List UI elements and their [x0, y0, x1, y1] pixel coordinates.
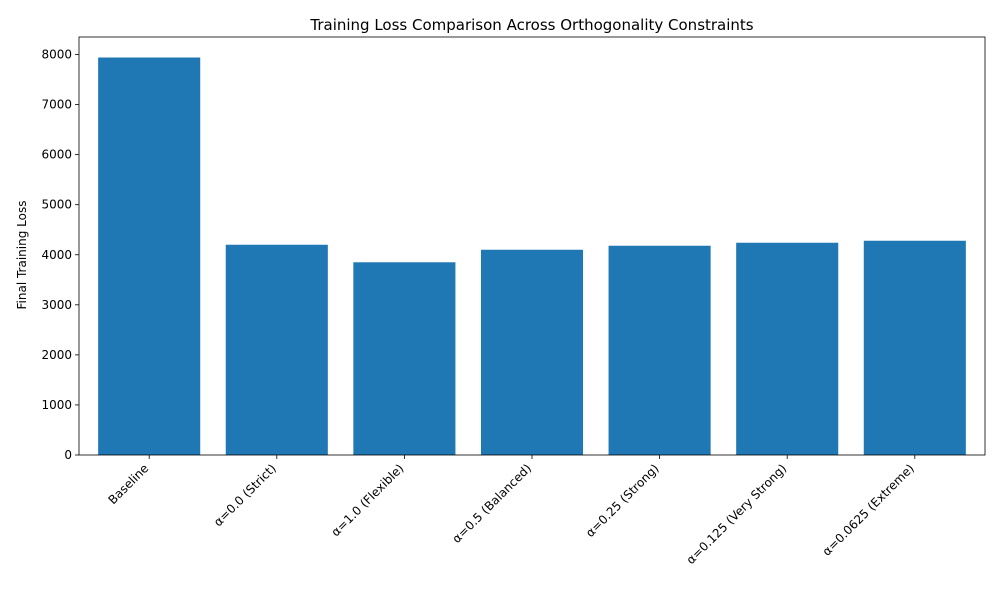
bar — [863, 240, 966, 455]
axes-frame — [78, 36, 986, 456]
y-tick-label: 0 — [64, 448, 72, 462]
bar — [736, 242, 839, 455]
bar — [225, 244, 328, 455]
y-tick-label: 1000 — [41, 398, 72, 412]
y-tick-label: 4000 — [41, 248, 72, 262]
bar — [608, 245, 711, 455]
y-tick-label: 7000 — [41, 98, 72, 112]
y-tick-label: 8000 — [41, 48, 72, 62]
y-tick-label: 3000 — [41, 298, 72, 312]
y-tick-label: 2000 — [41, 348, 72, 362]
y-tick-label: 5000 — [41, 198, 72, 212]
bar — [353, 262, 456, 455]
y-tick-label: 6000 — [41, 148, 72, 162]
bar — [98, 57, 201, 456]
y-axis-label: Final Training Loss — [15, 201, 29, 310]
bar — [480, 249, 584, 455]
chart-title: Training Loss Comparison Across Orthogon… — [309, 16, 753, 34]
